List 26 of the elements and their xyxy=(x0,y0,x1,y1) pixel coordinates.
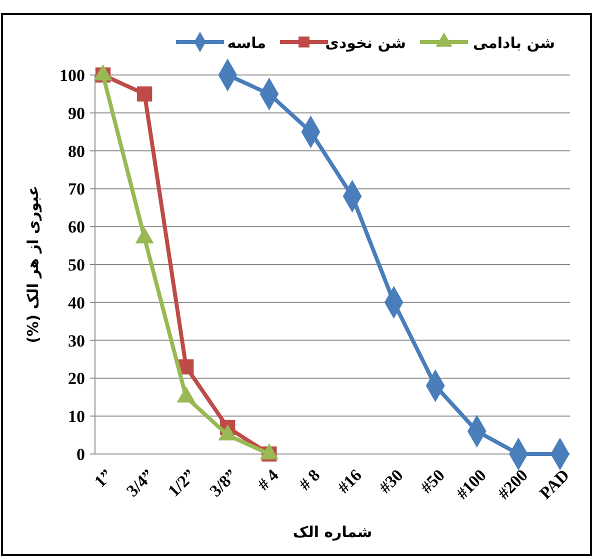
x-tick-label: #16 xyxy=(334,466,366,498)
x-axis-title: شماره الک xyxy=(292,523,372,541)
x-tick-label: 1” xyxy=(90,466,116,492)
y-tick-label: 50 xyxy=(68,255,85,274)
y-tick-label: 10 xyxy=(68,407,85,426)
legend-label: شن نخودی xyxy=(325,34,406,52)
y-axis-title: عبوری از هر الک (%) xyxy=(24,186,42,344)
x-tick-label: # 4 xyxy=(254,465,283,494)
y-tick-label: 80 xyxy=(68,142,85,161)
y-tick-label: 20 xyxy=(68,369,85,388)
y-tick-label: 100 xyxy=(60,66,85,85)
x-tick-label: 3/4” xyxy=(122,466,158,500)
legend-label: شن بادامی xyxy=(472,34,555,52)
x-tick-label: #50 xyxy=(416,466,448,498)
y-tick-label: 60 xyxy=(68,218,85,237)
y-tick-label: 40 xyxy=(68,293,85,312)
y-tick-label: 30 xyxy=(68,331,85,350)
x-tick-label: #30 xyxy=(375,466,407,498)
x-tick-label: 3/8” xyxy=(206,466,241,500)
legend-label: ماسه xyxy=(227,34,266,52)
point xyxy=(136,86,152,102)
x-tick-label: 1/2” xyxy=(164,466,200,500)
y-tick-label: 0 xyxy=(76,444,85,464)
y-tick-label: 70 xyxy=(68,180,85,199)
x-tick-label: # 8 xyxy=(295,466,324,494)
y-tick-label: 90 xyxy=(68,104,85,123)
